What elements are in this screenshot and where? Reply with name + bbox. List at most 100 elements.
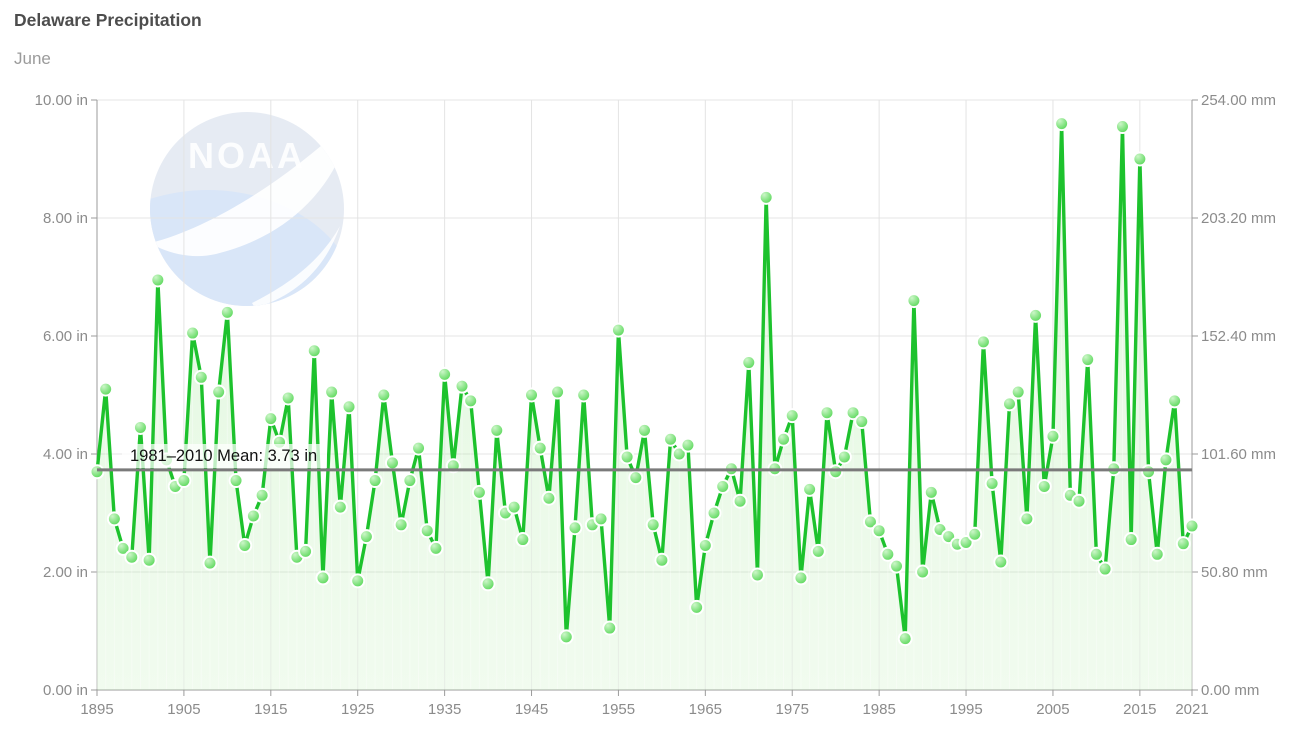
data-point-1969[interactable]: 1969: 3.20 in [732, 493, 748, 509]
data-point-1901[interactable]: 1901: 2.20 in [141, 552, 157, 568]
data-point-1977[interactable]: 1977: 3.40 in [802, 481, 818, 497]
data-point-1951[interactable]: 1951: 5.00 in [576, 387, 592, 403]
data-point-1922[interactable]: 1922: 5.05 in [324, 384, 340, 400]
data-point-2003[interactable]: 2003: 6.35 in [1028, 307, 1044, 323]
data-point-1967[interactable]: 1967: 3.45 in [715, 478, 731, 494]
data-point-1923[interactable]: 1923: 3.10 in [332, 499, 348, 515]
data-point-1939[interactable]: 1939: 3.35 in [471, 484, 487, 500]
data-point-1990[interactable]: 1990: 2.00 in [915, 564, 931, 580]
data-point-1960[interactable]: 1960: 2.20 in [654, 552, 670, 568]
data-point-1963[interactable]: 1963: 4.15 in [680, 437, 696, 453]
data-point-1910[interactable]: 1910: 6.40 in [219, 304, 235, 320]
data-point-1948[interactable]: 1948: 5.05 in [550, 384, 566, 400]
data-point-1895[interactable]: 1895: 3.70 in [89, 464, 105, 480]
data-point-1911[interactable]: 1911: 3.55 in [228, 473, 244, 489]
data-point-1937[interactable]: 1937: 5.15 in [454, 378, 470, 394]
data-point-1949[interactable]: 1949: 0.90 in [558, 629, 574, 645]
data-point-1964[interactable]: 1964: 1.40 in [689, 599, 705, 615]
data-point-1959[interactable]: 1959: 2.80 in [645, 517, 661, 533]
data-point-1950[interactable]: 1950: 2.75 in [567, 520, 583, 536]
data-point-1913[interactable]: 1913: 2.95 in [245, 508, 261, 524]
data-point-1970[interactable]: 1970: 5.55 in [741, 355, 757, 371]
data-point-1917[interactable]: 1917: 4.95 in [280, 390, 296, 406]
data-point-1997[interactable]: 1997: 5.90 in [975, 334, 991, 350]
data-point-1989[interactable]: 1989: 6.60 in [906, 293, 922, 309]
data-point-1926[interactable]: 1926: 2.60 in [358, 529, 374, 545]
data-point-1934[interactable]: 1934: 2.40 in [428, 540, 444, 556]
data-point-1915[interactable]: 1915: 4.60 in [263, 411, 279, 427]
data-point-1996[interactable]: 1996: 2.64 in [967, 526, 983, 542]
data-point-1999[interactable]: 1999: 2.17 in [993, 554, 1009, 570]
data-point-2001[interactable]: 2001: 5.05 in [1010, 384, 1026, 400]
data-point-1920[interactable]: 1920: 5.75 in [306, 343, 322, 359]
data-point-1898[interactable]: 1898: 2.40 in [115, 540, 131, 556]
data-point-2010[interactable]: 2010: 2.30 in [1088, 546, 1104, 562]
data-point-1927[interactable]: 1927: 3.55 in [367, 473, 383, 489]
data-point-1914[interactable]: 1914: 3.30 in [254, 487, 270, 503]
data-point-1962[interactable]: 1962: 4.00 in [671, 446, 687, 462]
data-point-2018[interactable]: 2018: 3.90 in [1158, 452, 1174, 468]
data-point-1971[interactable]: 1971: 1.95 in [749, 567, 765, 583]
data-point-1909[interactable]: 1909: 5.05 in [211, 384, 227, 400]
data-point-1925[interactable]: 1925: 1.85 in [350, 573, 366, 589]
data-point-1961[interactable]: 1961: 4.25 in [663, 431, 679, 447]
data-point-2005[interactable]: 2005: 4.30 in [1045, 428, 1061, 444]
data-point-1902[interactable]: 1902: 6.95 in [150, 272, 166, 288]
data-point-1985[interactable]: 1985: 2.70 in [871, 523, 887, 539]
data-point-1932[interactable]: 1932: 4.10 in [411, 440, 427, 456]
data-point-1912[interactable]: 1912: 2.45 in [237, 537, 253, 553]
data-point-1899[interactable]: 1899: 2.25 in [124, 549, 140, 565]
data-point-1928[interactable]: 1928: 5.00 in [376, 387, 392, 403]
data-point-1986[interactable]: 1986: 2.30 in [880, 546, 896, 562]
data-point-1935[interactable]: 1935: 5.35 in [437, 366, 453, 382]
data-point-1897[interactable]: 1897: 2.90 in [106, 511, 122, 527]
data-point-2008[interactable]: 2008: 3.20 in [1071, 493, 1087, 509]
data-point-2009[interactable]: 2009: 5.60 in [1080, 352, 1096, 368]
data-point-1984[interactable]: 1984: 2.85 in [862, 514, 878, 530]
data-point-1957[interactable]: 1957: 3.60 in [628, 470, 644, 486]
data-point-1905[interactable]: 1905: 3.55 in [176, 473, 192, 489]
data-point-1896[interactable]: 1896: 5.10 in [98, 381, 114, 397]
data-point-1929[interactable]: 1929: 3.85 in [384, 455, 400, 471]
data-point-1982[interactable]: 1982: 4.70 in [845, 405, 861, 421]
data-point-1976[interactable]: 1976: 1.90 in [793, 570, 809, 586]
data-point-1944[interactable]: 1944: 2.55 in [515, 532, 531, 548]
data-point-1983[interactable]: 1983: 4.55 in [854, 414, 870, 430]
data-point-2011[interactable]: 2011: 2.05 in [1097, 561, 1113, 577]
data-point-2000[interactable]: 2000: 4.85 in [1002, 396, 1017, 412]
data-point-2016[interactable]: 2016: 3.70 in [1141, 464, 1157, 480]
data-point-1980[interactable]: 1980: 3.70 in [828, 464, 844, 480]
data-point-1943[interactable]: 1943: 3.10 in [506, 499, 522, 515]
data-point-1924[interactable]: 1924: 4.80 in [341, 399, 357, 415]
data-point-2017[interactable]: 2017: 2.30 in [1149, 546, 1165, 562]
data-point-1987[interactable]: 1987: 2.10 in [889, 558, 905, 574]
data-point-2013[interactable]: 2013: 9.55 in [1114, 119, 1130, 135]
data-point-1900[interactable]: 1900: 4.45 in [132, 419, 148, 435]
data-point-1938[interactable]: 1938: 4.90 in [463, 393, 479, 409]
data-point-1921[interactable]: 1921: 1.90 in [315, 570, 331, 586]
data-point-1991[interactable]: 1991: 3.35 in [923, 484, 939, 500]
data-point-1988[interactable]: 1988: 0.87 in [897, 631, 913, 647]
data-point-1958[interactable]: 1958: 4.40 in [637, 422, 652, 438]
data-point-1908[interactable]: 1908: 2.15 in [202, 555, 218, 571]
data-point-2021[interactable]: 2021: 2.78 in [1184, 518, 1200, 534]
data-point-1930[interactable]: 1930: 2.80 in [393, 517, 409, 533]
data-point-1945[interactable]: 1945: 5.00 in [524, 387, 540, 403]
data-point-1978[interactable]: 1978: 2.35 in [810, 543, 826, 559]
data-point-1931[interactable]: 1931: 3.55 in [402, 473, 418, 489]
data-point-1979[interactable]: 1979: 4.70 in [819, 405, 835, 421]
data-point-1965[interactable]: 1965: 2.45 in [697, 537, 713, 553]
data-point-1998[interactable]: 1998: 3.50 in [984, 476, 1000, 491]
data-point-1919[interactable]: 1919: 2.35 in [298, 543, 314, 559]
data-point-1946[interactable]: 1946: 4.10 in [532, 440, 548, 456]
data-point-2014[interactable]: 2014: 2.55 in [1123, 532, 1139, 548]
data-point-1975[interactable]: 1975: 4.65 in [784, 408, 800, 424]
data-point-1974[interactable]: 1974: 4.25 in [776, 431, 792, 447]
data-point-2015[interactable]: 2015: 9.00 in [1132, 151, 1148, 167]
data-point-1972[interactable]: 1972: 8.35 in [758, 189, 774, 205]
data-point-1955[interactable]: 1955: 6.10 in [610, 322, 626, 338]
data-point-1906[interactable]: 1906: 6.05 in [185, 325, 201, 341]
data-point-1941[interactable]: 1941: 4.40 in [489, 422, 505, 438]
data-point-1953[interactable]: 1953: 2.90 in [593, 511, 609, 527]
data-point-1940[interactable]: 1940: 1.80 in [480, 576, 496, 592]
